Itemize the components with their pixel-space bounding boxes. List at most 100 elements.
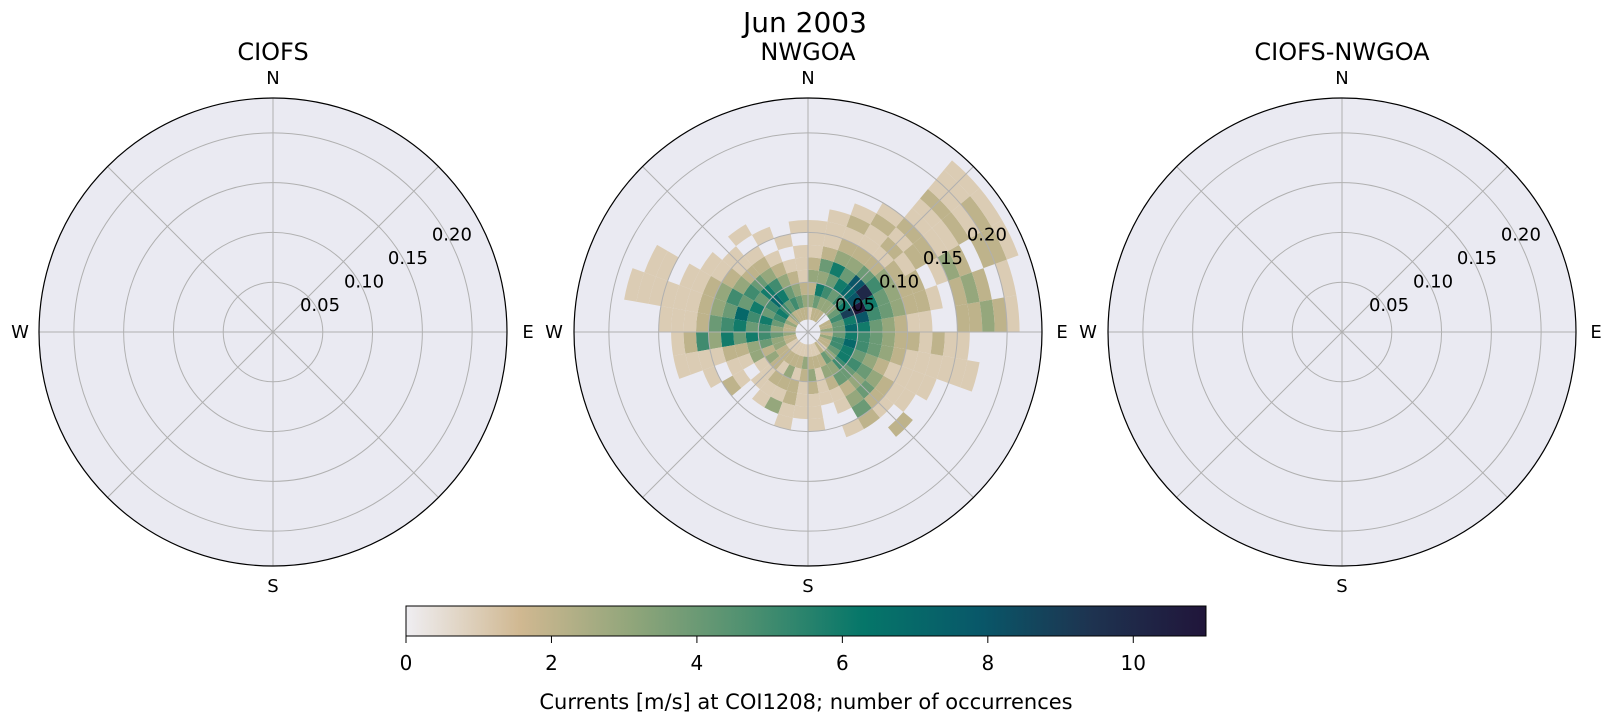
polar-bin [818,336,832,345]
polar-bin [864,224,889,247]
polar-bin [883,361,902,382]
polar-bin [775,360,790,376]
polar-bin [832,325,846,332]
polar-bin [857,332,871,343]
polar-bin [818,319,832,328]
polar-bin [671,332,686,356]
direction-label-e: E [1056,322,1067,343]
polar-panel-ciofs: CIOFS 0.050.100.150.20 N E S W [11,38,534,597]
polar-bin [874,375,895,397]
polar-bin [865,275,884,295]
polar-bin [708,314,723,332]
polar-bin [833,250,852,268]
polar-bin [893,388,916,413]
polar-bin [732,275,751,295]
polar-bin [784,336,798,345]
polar-bin [709,347,727,367]
polar-bin [708,332,723,350]
polar-bin [874,267,895,289]
polar-bin [786,378,800,394]
polar-bin [782,258,798,274]
polar-bin [754,291,770,308]
polar-bin [823,233,843,251]
polar-bin [685,351,703,375]
polar-bin [758,332,772,341]
polar-bin [865,369,884,389]
polar-bin [808,307,813,320]
polar-bin [709,297,727,317]
polar-bin [843,338,858,350]
polar-bin [767,370,784,386]
polar-bin [816,353,827,368]
colorbar-ticks: 0 2 4 6 8 10 [400,636,1146,675]
polar-bin [878,344,894,362]
direction-label-w: W [545,322,563,343]
polar-bin [881,332,896,348]
polar-cells [624,160,1020,438]
polar-bin [832,332,846,339]
polar-bin [819,334,833,341]
polar-bin [846,356,862,373]
polar-bin [737,353,755,370]
polar-bin [783,332,796,337]
polar-bin [817,338,830,349]
polar-spoke [642,331,809,498]
polar-bin [905,269,925,294]
polar-bin [786,315,799,326]
polar-ring [1192,182,1492,482]
polar-bin [851,245,873,266]
polar-bin [814,310,825,323]
polar-ring [757,281,859,383]
polar-ring [608,132,1008,532]
polar-bin [790,282,802,297]
colorbar-label: Currents [m/s] at COI1208; number of occ… [539,690,1072,714]
polar-bin [758,338,773,350]
polar-bin [930,332,945,356]
polar-bin [826,288,841,304]
polar-ring [73,132,473,532]
polar-bin [840,344,855,357]
polar-bin [850,203,877,225]
polar-bin [775,288,790,304]
polar-bin [710,259,732,283]
polar-bin [846,291,862,308]
polar-bin [857,321,871,332]
radial-tick-label: 0.15 [388,248,428,269]
panel-title: NWGOA [760,38,856,66]
polar-bin [960,272,980,304]
polar-bin [814,341,825,354]
polar-bin [722,344,738,362]
direction-label-e: E [522,322,533,343]
polar-bin [683,310,698,332]
polar-bin [732,369,751,389]
polar-bin [743,245,765,266]
polar-bin [814,367,826,382]
polar-bin [820,327,833,332]
polar-bin [872,288,890,307]
polar-bin [829,261,846,279]
polar-bin [851,349,867,364]
polar-bin [893,314,908,332]
polar-bin [845,256,865,275]
polar-bin [644,244,668,277]
polar-bin [761,307,776,320]
colorbar-tick-label: 4 [691,651,704,675]
radial-tick-label: 0.05 [835,295,875,316]
polar-bin [854,310,870,324]
polar-ring [1291,281,1393,383]
polar-bin [764,350,780,365]
direction-label-w: W [1079,322,1097,343]
polar-bin [918,310,933,332]
polar-bin [772,313,787,324]
direction-label-s: S [1336,576,1347,597]
polar-bin [884,381,906,405]
polar-bin [845,389,865,408]
polar-bin [889,297,907,317]
polar-bin [948,244,972,277]
polar-ring [172,231,374,433]
polar-bin [772,340,787,351]
polar-bin [825,273,840,289]
radial-tick-label: 0.10 [879,271,919,292]
polar-bin [808,219,828,234]
